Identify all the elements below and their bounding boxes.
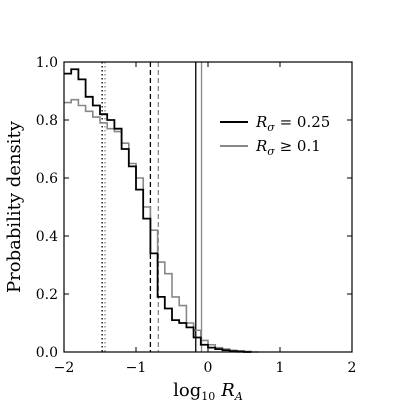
axis-ticks: [63, 61, 353, 353]
legend: Rσ = 0.25 Rσ ≥ 0.1: [220, 113, 330, 158]
x-tick-label: 0: [204, 360, 213, 376]
vertical-lines: [101, 62, 203, 352]
x-axis-label-log: log: [173, 380, 201, 401]
plot-frame: [63, 61, 353, 353]
legend-entry-1: Rσ ≥ 0.1: [255, 137, 321, 158]
y-tick-label: 0.0: [36, 345, 58, 361]
y-tick-label: 0.2: [36, 287, 58, 303]
y-tick-labels: 0.0 0.2 0.4 0.6 0.8 1.0: [36, 55, 58, 361]
x-tick-label: −2: [54, 360, 75, 376]
x-axis-label-var: R: [220, 380, 235, 401]
x-axis-label-base: 10: [201, 390, 215, 403]
x-tick-label: 2: [348, 360, 357, 376]
y-tick-label: 1.0: [36, 55, 58, 71]
legend-entry-0: Rσ = 0.25: [255, 113, 330, 134]
x-axis-label: log10 RA: [173, 380, 243, 403]
series-line-0: [64, 68, 252, 353]
x-axis-label-var-sub: A: [234, 390, 243, 403]
y-axis-label: Probability density: [4, 120, 25, 293]
x-tick-label: 1: [276, 360, 285, 376]
x-tick-label: −1: [126, 360, 147, 376]
y-tick-label: 0.4: [36, 229, 58, 245]
x-tick-labels: −2 −1 0 1 2: [54, 360, 357, 376]
y-tick-label: 0.6: [36, 171, 58, 187]
series-line-1: [64, 98, 259, 353]
histogram-series: [64, 68, 259, 353]
y-tick-label: 0.8: [36, 113, 58, 129]
